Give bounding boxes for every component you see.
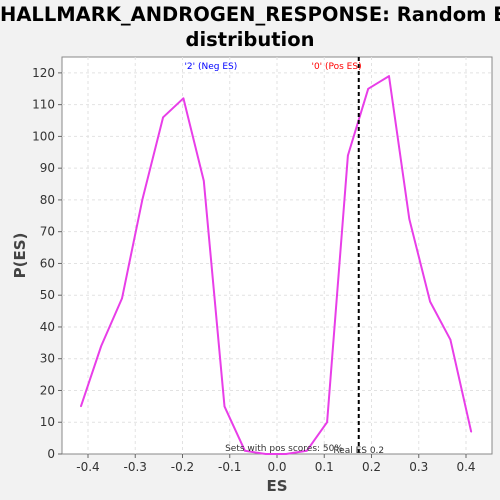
chart-title-line-2: distribution: [185, 28, 315, 51]
series-point-0-5: [182, 97, 185, 100]
series-point-0-15: [388, 75, 390, 77]
series-point-0-11: [305, 450, 308, 452]
x-tick-label-0: -0.4: [76, 460, 99, 474]
neg-es-label: '2' (Neg ES): [184, 62, 237, 72]
y-tick-label-2: 20: [40, 383, 55, 397]
series-point-0-16: [408, 218, 411, 220]
y-tick-label-8: 80: [40, 193, 55, 207]
series-point-0-8: [244, 450, 246, 452]
x-tick-label-6: 0.2: [362, 460, 381, 474]
x-tick-label-8: 0.4: [456, 460, 475, 474]
series-point-0-7: [223, 405, 226, 408]
series-line-0: [79, 75, 473, 455]
y-tick-label-3: 30: [40, 352, 55, 366]
series-point-0-2: [121, 297, 123, 300]
y-tick-label-6: 60: [40, 256, 55, 270]
real-es-label: Real ES 0.2: [333, 446, 384, 456]
x-tick-label-1: -0.3: [124, 460, 147, 474]
y-tick-label-11: 110: [32, 98, 55, 112]
series-point-0-0: [80, 405, 82, 408]
y-tick-label-4: 40: [40, 320, 55, 334]
series-point-0-9: [264, 453, 267, 455]
series-point-0-13: [347, 154, 349, 157]
x-tick-label-2: -0.2: [171, 460, 194, 474]
x-axis-title: ES: [266, 477, 287, 495]
series-point-0-17: [429, 300, 431, 303]
series-point-0-4: [162, 116, 164, 119]
y-tick-label-0: 0: [47, 447, 55, 461]
y-tick-label-5: 50: [40, 288, 55, 302]
y-tick-label-1: 10: [40, 415, 55, 429]
chart-title: HALLMARK_ANDROGEN_RESPONSE: Random ES di…: [0, 2, 500, 52]
series-point-0-1: [100, 345, 103, 347]
y-axis-title: P(ES): [11, 233, 29, 279]
chart-title-line-1: HALLMARK_ANDROGEN_RESPONSE: Random ES: [0, 3, 500, 26]
series-point-0-19: [470, 430, 473, 433]
pos-scores-label: Sets with pos scores: 50%: [225, 444, 343, 454]
x-tick-label-5: 0.1: [315, 460, 334, 474]
series-point-0-6: [202, 180, 205, 182]
pos-es-label: '0' (Pos ES): [311, 62, 361, 72]
y-tick-label-9: 90: [40, 161, 55, 175]
x-tick-label-3: -0.1: [218, 460, 241, 474]
x-tick-label-7: 0.3: [409, 460, 428, 474]
x-tick-label-4: 0.0: [267, 460, 286, 474]
series-point-0-18: [449, 338, 452, 341]
series-point-0-3: [141, 199, 144, 201]
y-tick-label-12: 120: [32, 66, 55, 80]
y-tick-label-10: 100: [32, 129, 55, 143]
series-point-0-12: [326, 421, 328, 424]
y-tick-label-7: 70: [40, 225, 55, 239]
series-point-0-14: [367, 87, 369, 90]
series-point-0-10: [285, 453, 287, 455]
